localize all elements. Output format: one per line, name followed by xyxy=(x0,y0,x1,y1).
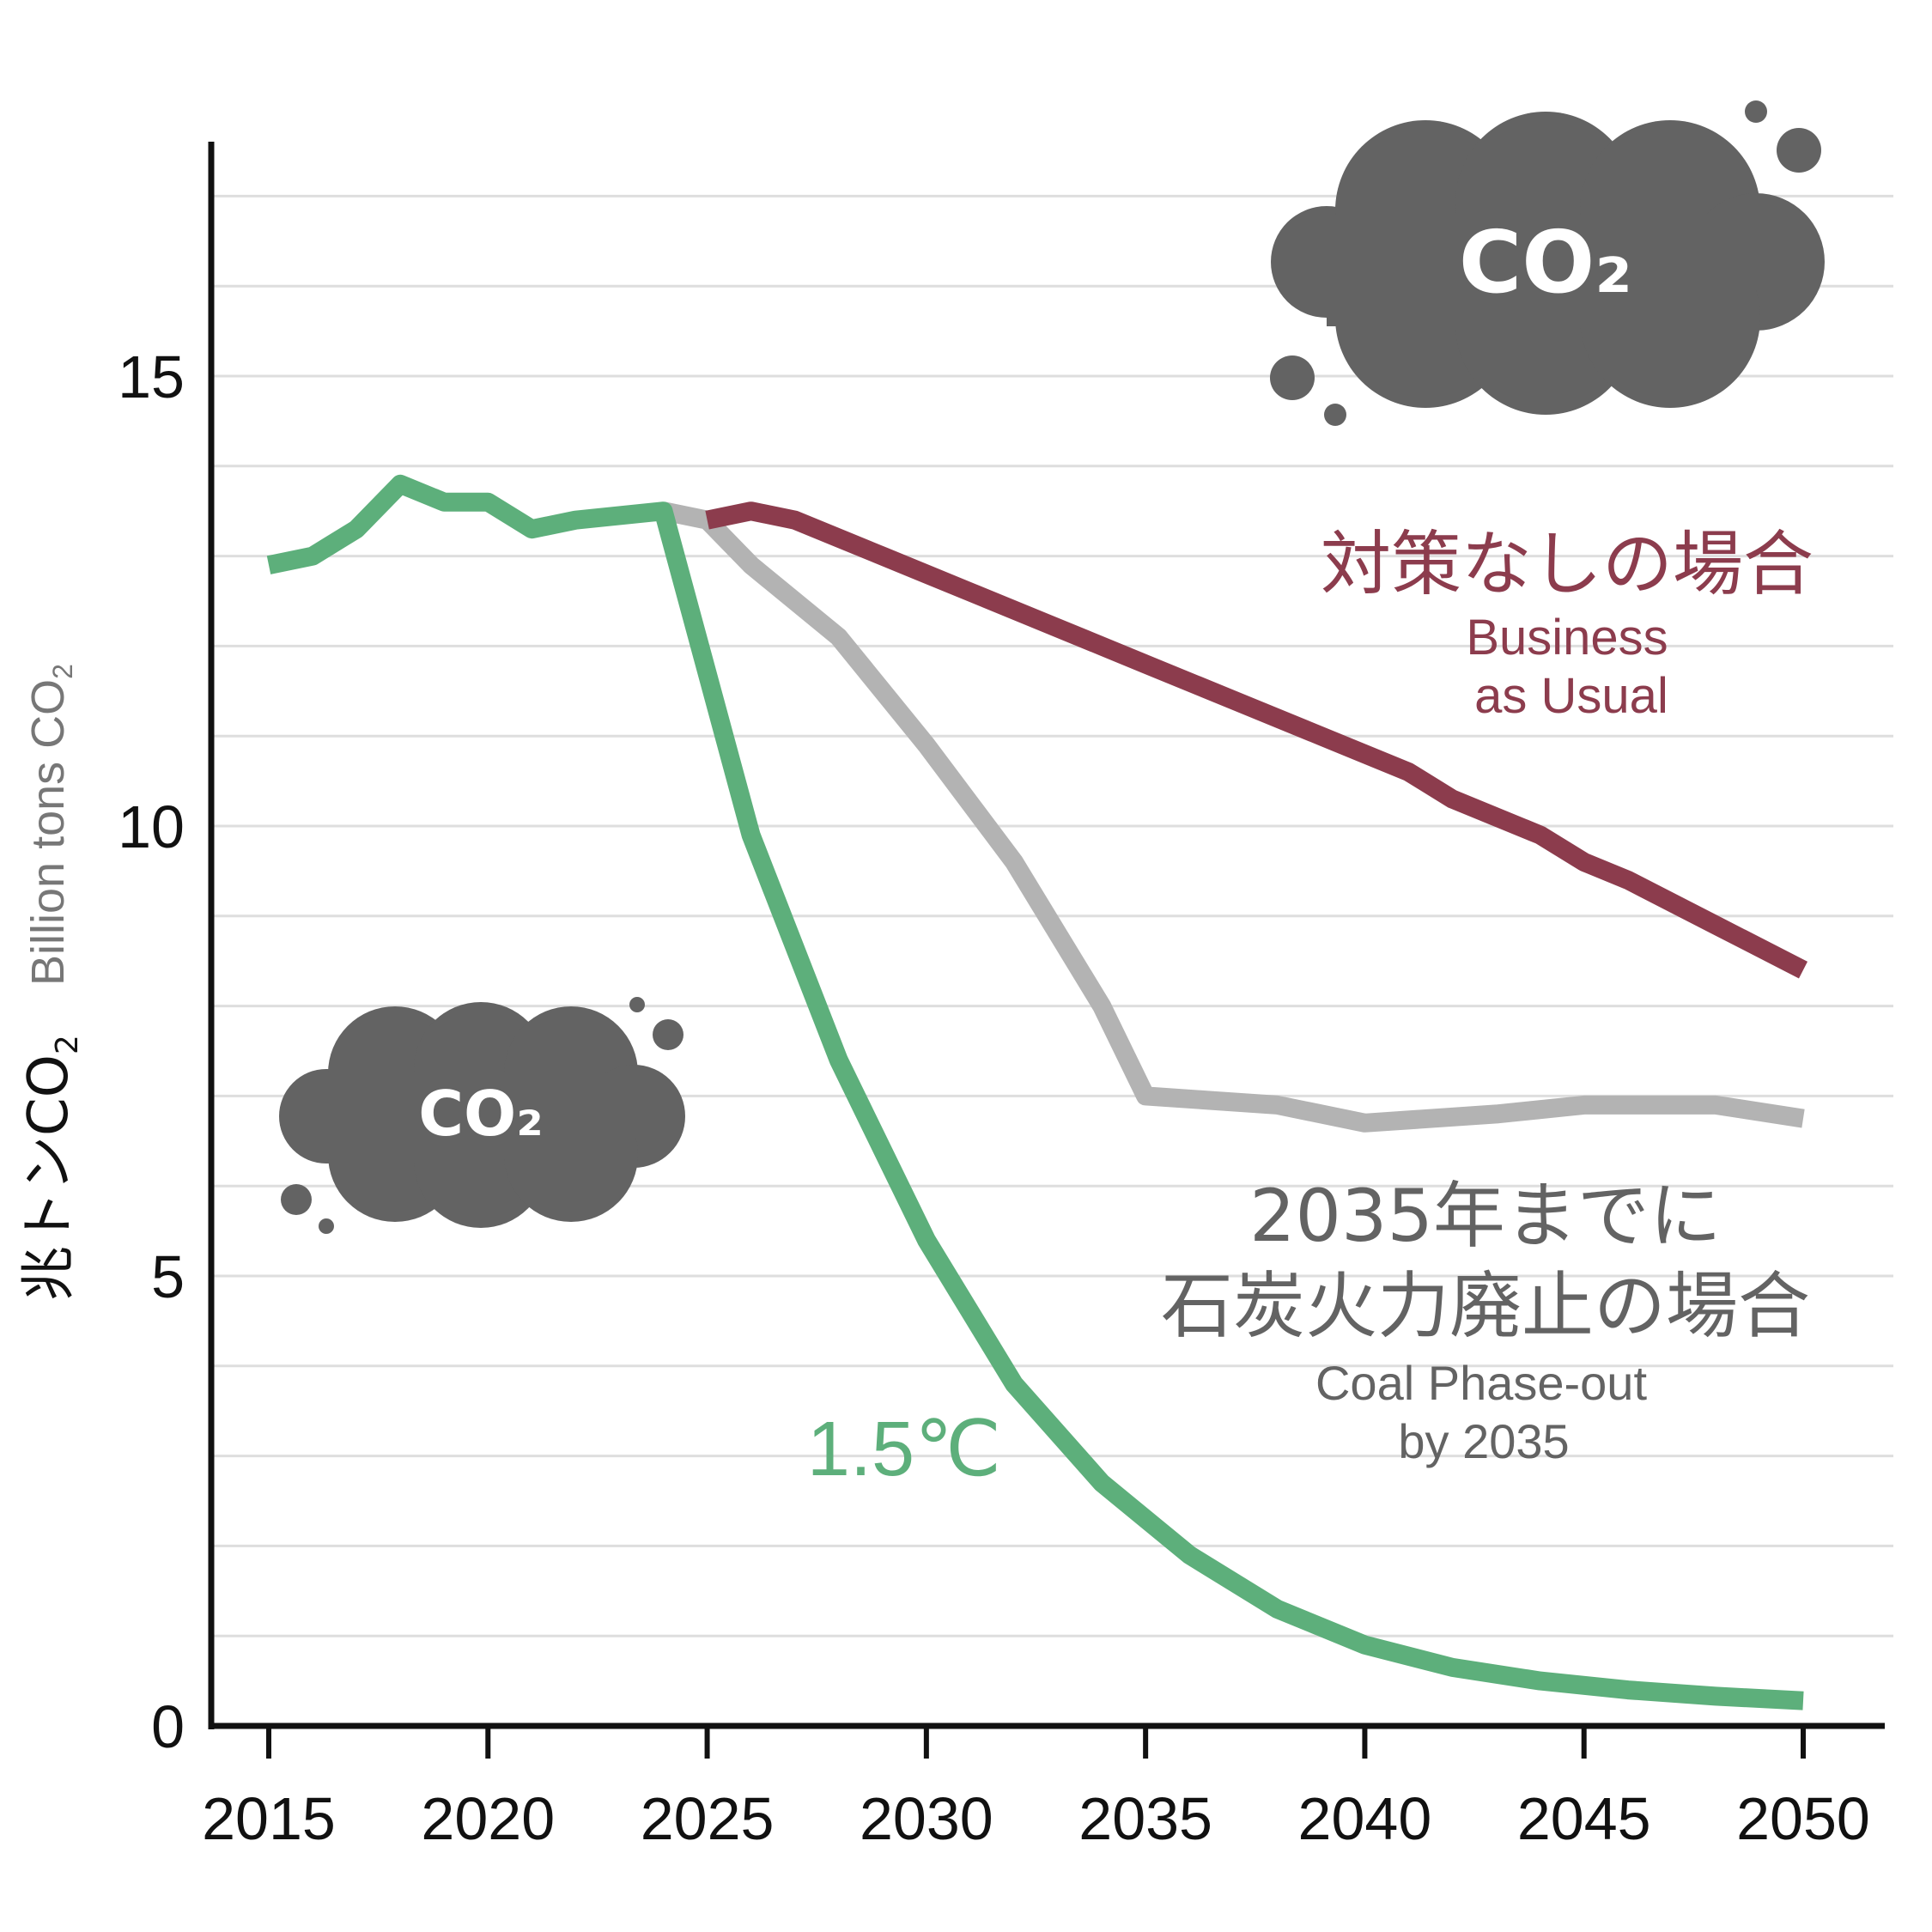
y-tick-label: 15 xyxy=(118,343,185,410)
x-tick-label: 2050 xyxy=(1736,1785,1870,1852)
co2-cloud-large-label: CO₂ xyxy=(1459,212,1632,313)
x-tick-label: 2020 xyxy=(421,1785,555,1852)
series-line xyxy=(266,474,1804,1710)
y-tick-label: 5 xyxy=(151,1243,185,1310)
annotation-coal-en-1: Coal Phase-out xyxy=(1315,1356,1647,1410)
y-ticks: 0 5 10 15 xyxy=(118,343,185,1760)
x-tick-label: 2030 xyxy=(860,1785,993,1852)
x-ticks: 2015 2020 2025 2030 2035 2040 2045 2050 xyxy=(202,1726,1870,1852)
y-axis-label-en: Billion tons CO2 xyxy=(22,664,78,986)
co2-cloud-small-label: CO₂ xyxy=(418,1078,544,1150)
y-tick-label: 0 xyxy=(151,1693,185,1760)
y-tick-label: 10 xyxy=(118,793,185,860)
y-axis-label-en-sub: 2 xyxy=(47,664,78,679)
series-line xyxy=(705,501,1808,979)
x-tick-label: 2015 xyxy=(202,1785,336,1852)
co2-cloud-large xyxy=(1270,100,1825,426)
x-tick-label: 2035 xyxy=(1078,1785,1212,1852)
y-axis-label-jp-sub: 2 xyxy=(50,1035,85,1054)
y-axis-label-jp: 兆トンCO2 xyxy=(17,1035,85,1301)
y-axis-label-jp-main: 兆トンCO xyxy=(17,1054,81,1301)
x-tick-label: 2025 xyxy=(641,1785,775,1852)
annotation-coal-en-2: by 2035 xyxy=(1398,1414,1569,1468)
annotation-bau-en-1: Business xyxy=(1466,610,1668,665)
annotation-coal-jp-1: 2035年までに xyxy=(1249,1174,1722,1258)
co2-cloud-small xyxy=(279,997,685,1234)
x-tick-label: 2040 xyxy=(1298,1785,1432,1852)
x-tick-label: 2045 xyxy=(1517,1785,1651,1852)
annotation-coal-jp-2: 石炭火力廃止の場合 xyxy=(1161,1264,1810,1348)
series-line xyxy=(661,501,1805,1133)
annotation-bau-jp: 対策なしの場合 xyxy=(1321,524,1814,605)
annotation-bau-en-2: as Usual xyxy=(1474,668,1668,724)
annotation-target-label: 1.5℃ xyxy=(807,1406,1001,1492)
series-lines xyxy=(266,474,1808,1710)
y-axis-label-en-main: Billion tons CO xyxy=(22,679,74,986)
